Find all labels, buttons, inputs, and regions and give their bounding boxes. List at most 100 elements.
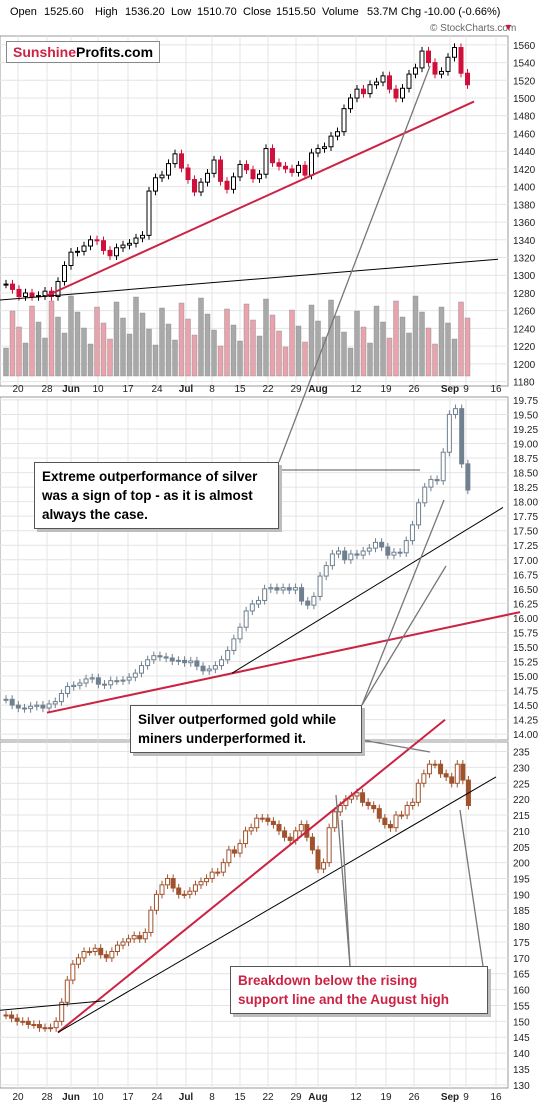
candle-body	[15, 704, 21, 709]
volume-bar	[328, 299, 334, 377]
y-tick-label: 145	[513, 1033, 530, 1044]
candle-body	[311, 595, 317, 606]
candle-body	[317, 575, 323, 597]
candle-body	[374, 81, 379, 86]
candle-body	[187, 890, 193, 895]
candle-body	[175, 659, 181, 662]
candle-body	[120, 941, 126, 946]
x-tick-label: Jul	[179, 384, 194, 395]
candle-body	[146, 190, 152, 236]
candle-body	[142, 931, 148, 940]
candle-body	[231, 849, 237, 854]
candle-body	[379, 541, 385, 548]
header-high: 1536.20	[125, 6, 165, 18]
candle-body	[220, 862, 226, 873]
candle-body	[404, 804, 410, 816]
candle-body	[9, 698, 15, 706]
volume-bar	[16, 326, 22, 377]
volume-bar	[146, 328, 152, 377]
candle-body	[283, 165, 288, 170]
volume-bar	[42, 337, 48, 377]
volume-bar	[315, 320, 321, 377]
candle-body	[292, 587, 298, 591]
y-tick-label: 17.25	[513, 541, 538, 552]
candle-body	[29, 292, 35, 298]
candle-body	[25, 1020, 31, 1026]
volume-bar	[458, 301, 464, 377]
candle-body	[81, 951, 87, 959]
candle-body	[354, 88, 360, 99]
y-tick-label: 15.25	[513, 658, 538, 669]
volume-bar	[178, 302, 185, 377]
volume-bar	[74, 311, 81, 377]
x-tick-label: 16	[490, 1092, 502, 1103]
x-tick-label: 17	[122, 1092, 134, 1103]
annotation-silver-top-line-2: was a sign of top - as it is almost	[42, 488, 253, 503]
panel-frame	[0, 741, 509, 1089]
candle-body	[446, 413, 452, 453]
candle-body	[148, 909, 154, 933]
candle-body	[268, 587, 274, 590]
candle-body	[255, 599, 261, 605]
x-tick-label: 8	[209, 384, 215, 395]
candle-body	[120, 679, 126, 682]
candle-body	[360, 792, 366, 803]
annotation-silver-vs-miners-line-1: Silver outperformed gold while	[138, 712, 337, 727]
y-tick-label: 1220	[513, 342, 536, 353]
volume-bar	[230, 324, 237, 377]
y-tick-label: 16.50	[513, 585, 538, 596]
y-tick-label: 19.00	[513, 440, 538, 451]
candle-body	[416, 502, 422, 526]
candle-body	[192, 179, 197, 193]
candle-body	[36, 1024, 42, 1029]
candle-body	[185, 167, 191, 181]
volume-bar	[100, 322, 107, 377]
candle-body	[131, 935, 137, 940]
sunshine-profits-logo: SunshineProfits.com	[6, 41, 161, 63]
volume-bar	[425, 327, 432, 377]
candle-body	[335, 131, 340, 137]
x-tick-label: 29	[290, 384, 302, 395]
candle-body	[326, 827, 332, 864]
y-tick-label: 180	[513, 922, 530, 933]
x-tick-label: 10	[92, 384, 104, 395]
trendline-red	[46, 611, 521, 714]
candle-body	[438, 763, 444, 775]
x-tick-label: 24	[151, 384, 163, 395]
candle-body	[204, 877, 210, 883]
volume-bar	[9, 310, 16, 377]
y-tick-label: 1320	[513, 254, 536, 265]
candle-body	[387, 824, 393, 829]
x-tick-label: Sep	[441, 1092, 459, 1103]
y-tick-label: 1200	[513, 360, 536, 371]
candle-body	[393, 814, 399, 829]
candle-body	[348, 97, 353, 110]
candle-body	[459, 408, 465, 465]
annotation-pointer	[459, 809, 484, 967]
candle-body	[23, 292, 28, 298]
x-tick-label: 10	[92, 1092, 104, 1103]
volume-bar	[341, 331, 347, 377]
y-tick-label: 1540	[513, 59, 536, 70]
candle-body	[296, 164, 301, 173]
volume-bar	[308, 304, 315, 377]
volume-bar	[237, 340, 243, 377]
y-tick-label: 1360	[513, 218, 536, 229]
header-close-label: Close	[243, 6, 271, 18]
volume-bar	[302, 341, 308, 377]
volume-bar	[386, 337, 393, 377]
y-tick-label: 185	[513, 906, 530, 917]
candle-body	[428, 479, 434, 488]
candle-body	[198, 881, 204, 886]
candle-body	[342, 550, 348, 561]
candle-body	[109, 951, 115, 959]
candle-body	[188, 660, 194, 664]
candle-body	[58, 692, 64, 703]
candle-body	[42, 1027, 48, 1030]
annotation-pointer	[361, 499, 445, 706]
candle-body	[385, 546, 391, 556]
candle-body	[354, 553, 360, 556]
candle-body	[237, 843, 243, 854]
candle-body	[250, 169, 256, 180]
candle-body	[153, 177, 158, 192]
